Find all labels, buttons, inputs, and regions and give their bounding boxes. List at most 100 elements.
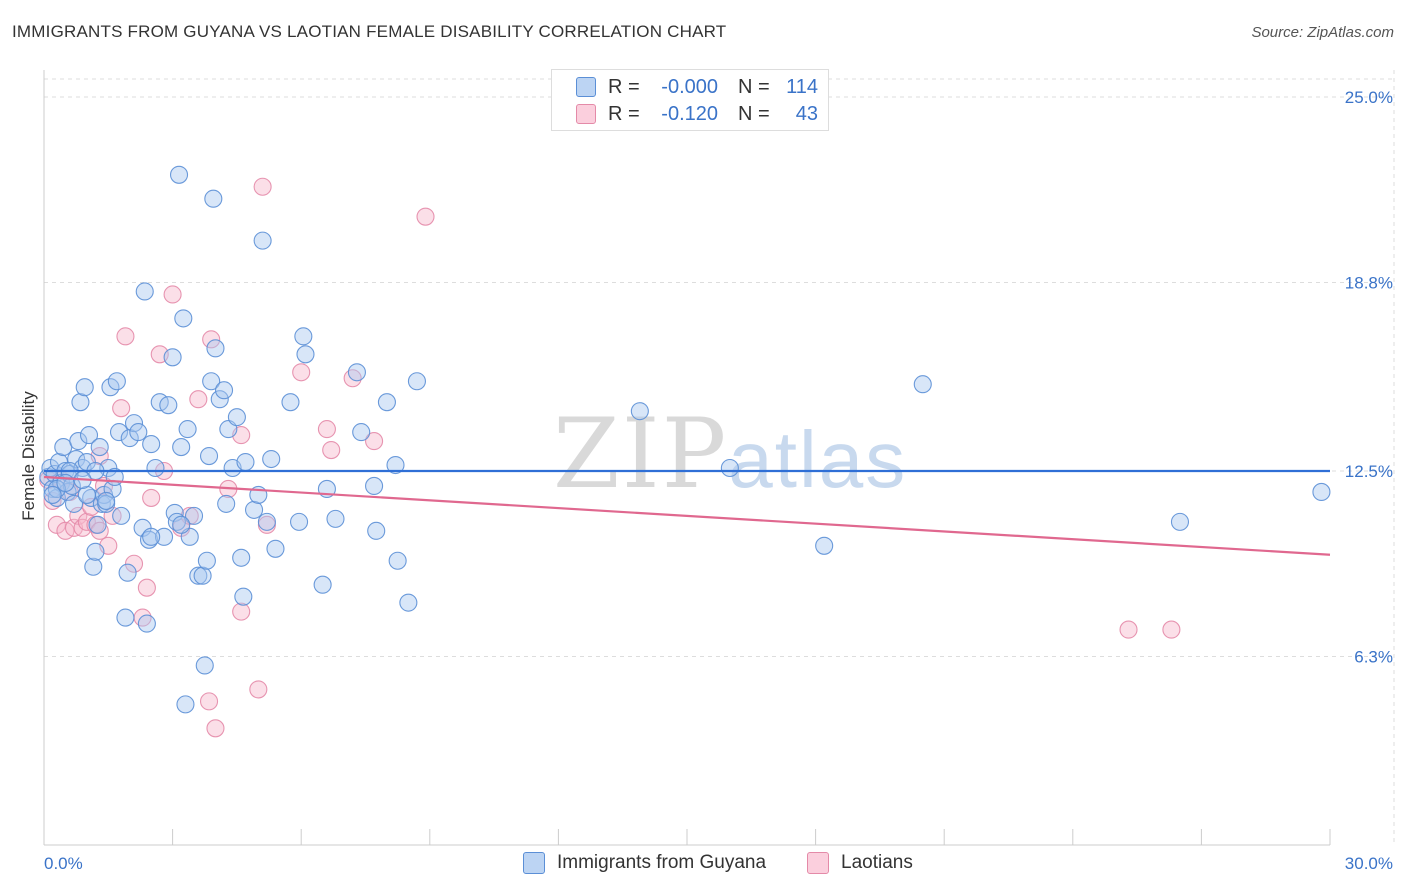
legend-n-value: 43 xyxy=(780,103,818,126)
laotians-point xyxy=(138,579,155,596)
guyana-point xyxy=(194,567,211,584)
legend-row-laotians: R = -0.120 N = 43 xyxy=(576,102,818,126)
guyana-point xyxy=(119,564,136,581)
y-tick-label: 12.5% xyxy=(1345,462,1393,481)
legend-r-label: R = xyxy=(608,76,644,99)
laotians-point xyxy=(117,328,134,345)
series-swatch-pink xyxy=(807,852,829,874)
guyana-point xyxy=(267,540,284,557)
guyana-point xyxy=(378,394,395,411)
laotians-point xyxy=(417,208,434,225)
laotians-trend-line xyxy=(44,477,1330,555)
guyana-point xyxy=(138,615,155,632)
guyana-point xyxy=(113,507,130,524)
y-tick-label: 25.0% xyxy=(1345,88,1393,107)
guyana-point xyxy=(143,528,160,545)
legend-r-value: -0.120 xyxy=(644,103,718,126)
laotians-point xyxy=(318,421,335,438)
axes xyxy=(44,70,1330,845)
series-legend-label: Immigrants from Guyana xyxy=(557,852,766,874)
guyana-point xyxy=(78,486,95,503)
legend-r-label: R = xyxy=(608,103,644,126)
laotians-point xyxy=(293,364,310,381)
laotians-point xyxy=(250,681,267,698)
laotians-point xyxy=(201,693,218,710)
guyana-point xyxy=(117,609,134,626)
laotians-point xyxy=(1120,621,1137,638)
guyana-point xyxy=(164,349,181,366)
series-legend-label: Laotians xyxy=(841,852,913,874)
stats-legend: R = -0.000 N = 114 R = -0.120 N = 43 xyxy=(551,69,829,131)
guyana-point xyxy=(179,421,196,438)
laotians-point xyxy=(323,442,340,459)
guyana-point xyxy=(228,409,245,426)
guyana-point xyxy=(233,549,250,566)
guyana-point xyxy=(235,588,252,605)
laotians-point xyxy=(1163,621,1180,638)
guyana-point xyxy=(353,424,370,441)
legend-swatch-blue xyxy=(576,77,596,97)
guyana-point xyxy=(91,439,108,456)
guyana-point xyxy=(173,439,190,456)
guyana-point xyxy=(816,537,833,554)
guyana-point xyxy=(160,397,177,414)
trend-lines xyxy=(44,471,1330,555)
guyana-point xyxy=(218,495,235,512)
guyana-point xyxy=(207,340,224,357)
guyana-point xyxy=(254,232,271,249)
guyana-point xyxy=(1313,483,1330,500)
guyana-point xyxy=(216,382,233,399)
guyana-point xyxy=(205,190,222,207)
guyana-point xyxy=(177,696,194,713)
legend-n-label: N = xyxy=(738,76,780,99)
guyana-point xyxy=(147,460,164,477)
guyana-point xyxy=(171,166,188,183)
guyana-point xyxy=(258,513,275,530)
guyana-point xyxy=(237,454,254,471)
guyana-point xyxy=(108,373,125,390)
scatter-chart: 6.3%12.5%18.8%25.0%0.0% 30.0% Female Disa… xyxy=(0,0,1406,892)
guyana-point xyxy=(366,477,383,494)
guyana-point xyxy=(327,510,344,527)
guyana-point xyxy=(263,451,280,468)
guyana-point xyxy=(297,346,314,363)
laotians-point xyxy=(233,603,250,620)
guyana-point xyxy=(173,516,190,533)
y-tick-label: 18.8% xyxy=(1345,274,1393,293)
guyana-point xyxy=(85,558,102,575)
guyana-point xyxy=(87,543,104,560)
guyana-point xyxy=(631,403,648,420)
legend-swatch-pink xyxy=(576,104,596,124)
guyana-point xyxy=(196,657,213,674)
guyana-point xyxy=(89,516,106,533)
guyana-point xyxy=(314,576,331,593)
guyana-point xyxy=(72,394,89,411)
guyana-point xyxy=(389,552,406,569)
laotians-point xyxy=(254,178,271,195)
laotians-point xyxy=(190,391,207,408)
laotians-point xyxy=(143,489,160,506)
guyana-point xyxy=(291,513,308,530)
guyana-point xyxy=(348,364,365,381)
laotians-point xyxy=(207,720,224,737)
guyana-point xyxy=(368,522,385,539)
laotians-point xyxy=(164,286,181,303)
series-swatch-blue xyxy=(523,852,545,874)
guyana-point xyxy=(143,436,160,453)
guyana-point xyxy=(282,394,299,411)
guyana-point xyxy=(408,373,425,390)
guyana-point xyxy=(246,501,263,518)
guyana-point xyxy=(721,460,738,477)
series-legend: Immigrants from Guyana Laotians xyxy=(0,852,1406,878)
guyana-point xyxy=(175,310,192,327)
guyana-point xyxy=(55,439,72,456)
legend-r-value: -0.000 xyxy=(644,76,718,99)
guyana-point xyxy=(130,424,147,441)
y-axis-label: Female Disability xyxy=(19,391,38,521)
guyana-point xyxy=(76,379,93,396)
guyana-point xyxy=(201,448,218,465)
legend-n-label: N = xyxy=(738,103,780,126)
guyana-point xyxy=(136,283,153,300)
legend-n-value: 114 xyxy=(780,76,818,99)
laotians-point xyxy=(113,400,130,417)
